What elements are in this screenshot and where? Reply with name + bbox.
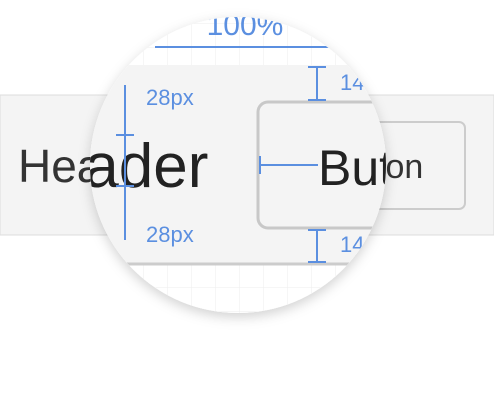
width-label: 100% <box>207 9 284 42</box>
padding-dimension <box>116 85 134 240</box>
magnified-button-label: Button <box>318 140 463 196</box>
button-top-label: 14 <box>340 70 364 95</box>
button-bottom-label: 14 <box>340 232 364 257</box>
magnified-view: Header Button 100% 28px 28px 14 14 <box>5 9 463 313</box>
button-top-dimension <box>308 66 326 101</box>
magnified-button <box>256 100 386 230</box>
magnified-header: Header <box>5 132 208 201</box>
top-padding-label: 28px <box>146 85 194 110</box>
button-inset-dimension <box>259 156 318 174</box>
button-bottom-dimension <box>308 229 326 263</box>
magnified-bar <box>90 65 386 263</box>
bottom-padding-label: 28px <box>146 222 194 247</box>
